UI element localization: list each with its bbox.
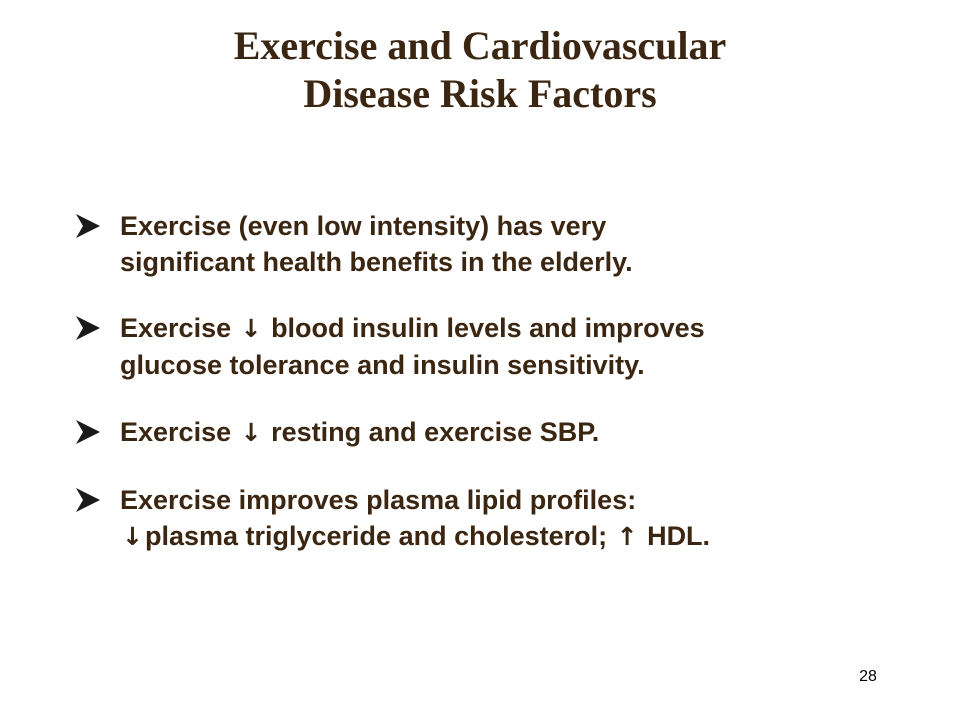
page-number: 28 — [859, 668, 877, 685]
down-arrow-symbol: ↓ — [240, 418, 262, 447]
title-line-2: Disease Risk Factors — [303, 71, 657, 116]
arrowhead-bullet-icon — [76, 420, 100, 444]
bullet-item: Exercise improves plasma lipid profiles:… — [74, 482, 894, 555]
bullet-text: Exercise — [120, 417, 239, 447]
up-arrow-symbol: ↑ — [616, 522, 638, 551]
title-line-1: Exercise and Cardiovascular — [233, 23, 727, 68]
bullet-text: resting and exercise SBP. — [263, 417, 600, 447]
bullet-line: ↓plasma triglyceride and cholesterol; ↑ … — [120, 518, 894, 555]
bullet-text: plasma triglyceride and cholesterol; — [144, 521, 615, 551]
down-arrow-symbol: ↓ — [122, 522, 143, 551]
down-arrow-symbol: ↓ — [240, 314, 262, 343]
arrowhead-bullet-icon — [76, 214, 100, 238]
arrowhead-bullet-icon — [76, 488, 100, 512]
arrowhead-bullet-icon — [76, 316, 100, 340]
bullet-text: HDL. — [639, 521, 711, 551]
bullet-line: Exercise ↓ resting and exercise SBP. — [120, 414, 894, 451]
bullet-list: Exercise (even low intensity) has very s… — [74, 208, 894, 555]
slide-title: Exercise and Cardiovascular Disease Risk… — [0, 22, 960, 118]
bullet-text: Exercise — [120, 313, 239, 343]
bullet-line: glucose tolerance and insulin sensitivit… — [120, 350, 645, 380]
bullet-item: Exercise ↓ resting and exercise SBP. — [74, 414, 894, 451]
bullet-item: Exercise (even low intensity) has very s… — [74, 208, 894, 280]
bullet-line: Exercise ↓ blood insulin levels and impr… — [120, 310, 894, 347]
bullet-line: significant health benefits in the elder… — [120, 247, 633, 277]
bullet-item: Exercise ↓ blood insulin levels and impr… — [74, 310, 894, 383]
bullet-line: Exercise improves plasma lipid profiles: — [120, 485, 637, 515]
bullet-text: blood insulin levels and improves — [263, 313, 705, 343]
bullet-line: Exercise (even low intensity) has very — [120, 211, 607, 241]
